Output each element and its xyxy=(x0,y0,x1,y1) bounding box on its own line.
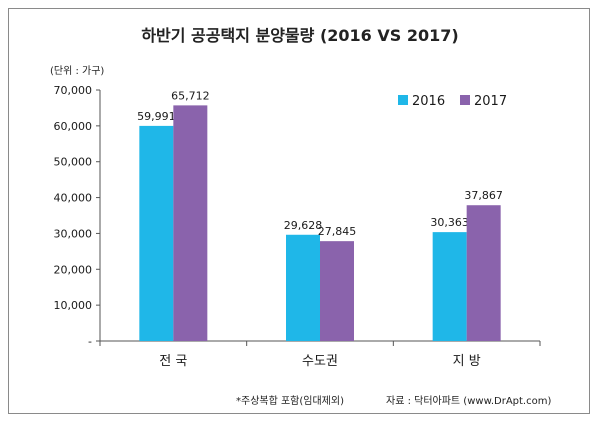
footnote-source: 자료 : 닥터아파트 (www.DrApt.com) xyxy=(386,396,552,407)
y-tick-label: - xyxy=(88,335,92,348)
data-label: 29,628 xyxy=(284,219,323,232)
y-tick-label: 40,000 xyxy=(54,192,93,205)
bar-2016-1 xyxy=(286,234,320,341)
data-label: 59,991 xyxy=(137,110,176,123)
y-tick-label: 10,000 xyxy=(54,299,93,312)
y-tick-label: 50,000 xyxy=(54,156,93,169)
bar-2017-0 xyxy=(173,105,208,341)
chart-title: 하반기 공공택지 분양물량 (2016 VS 2017) xyxy=(141,26,459,45)
bar-2017-1 xyxy=(320,241,354,341)
legend-label: 2017 xyxy=(474,94,507,109)
bar-2017-2 xyxy=(466,205,501,341)
bar-2016-2 xyxy=(432,232,467,341)
y-tick-label: 60,000 xyxy=(54,120,93,133)
x-tick-label: 지 방 xyxy=(453,354,481,369)
x-tick-label: 전 국 xyxy=(159,354,187,369)
data-label: 30,363 xyxy=(430,216,469,229)
y-tick-label: 20,000 xyxy=(54,263,93,276)
x-tick-label: 수도권 xyxy=(302,354,338,369)
y-tick-label: 70,000 xyxy=(54,84,93,97)
data-label: 65,712 xyxy=(171,89,210,102)
data-label: 27,845 xyxy=(318,225,357,238)
footnote-note: *주상복합 포함(임대제외) xyxy=(236,396,344,407)
legend-swatch-2017 xyxy=(460,95,470,105)
legend-swatch-2016 xyxy=(398,95,408,105)
y-tick-label: 30,000 xyxy=(54,227,93,240)
unit-label: (단위 : 가구) xyxy=(50,66,105,77)
chart-frame xyxy=(8,8,590,414)
bar-2016-0 xyxy=(139,125,174,342)
legend-label: 2016 xyxy=(412,94,445,109)
data-label: 37,867 xyxy=(464,189,503,202)
